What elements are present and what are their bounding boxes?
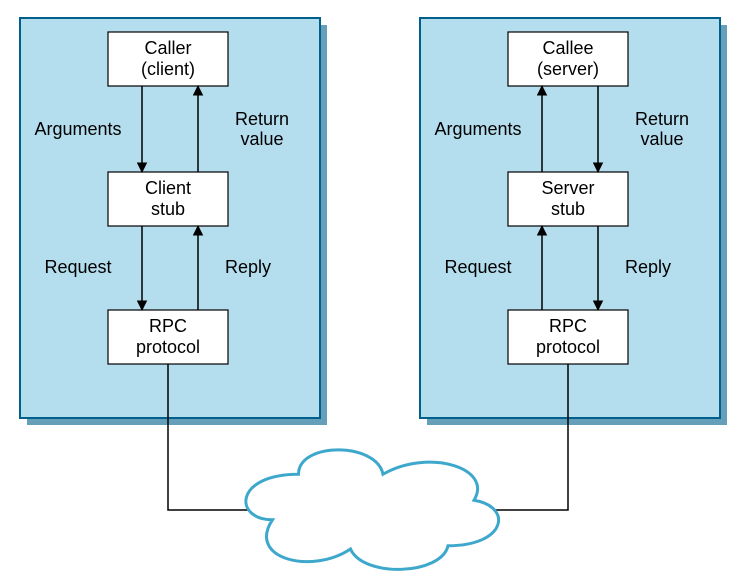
c-args-label: Arguments xyxy=(34,119,121,139)
c-ret-label: Return xyxy=(235,109,289,129)
server-rpc-label-2: protocol xyxy=(536,337,600,357)
s-req-label: Request xyxy=(444,257,511,277)
s-ret-label-2: value xyxy=(640,129,683,149)
server-rpc-label-1: RPC xyxy=(549,316,587,336)
server-stub-label-2: stub xyxy=(551,199,585,219)
s-args-label: Arguments xyxy=(434,119,521,139)
c-req-label: Request xyxy=(44,257,111,277)
caller-label-1: Caller xyxy=(144,38,191,58)
c-reply-label: Reply xyxy=(225,257,271,277)
callee-label-1: Callee xyxy=(542,38,593,58)
caller-label-2: (client) xyxy=(141,59,195,79)
client-stub-label-1: Client xyxy=(145,178,191,198)
s-reply-label: Reply xyxy=(625,257,671,277)
client-stub-label-2: stub xyxy=(151,199,185,219)
network-cloud xyxy=(246,450,499,570)
client-rpc-label-2: protocol xyxy=(136,337,200,357)
server-stub-label-1: Server xyxy=(541,178,594,198)
callee-label-2: (server) xyxy=(537,59,599,79)
client-rpc-label-1: RPC xyxy=(149,316,187,336)
s-ret-label: Return xyxy=(635,109,689,129)
c-ret-label-2: value xyxy=(240,129,283,149)
